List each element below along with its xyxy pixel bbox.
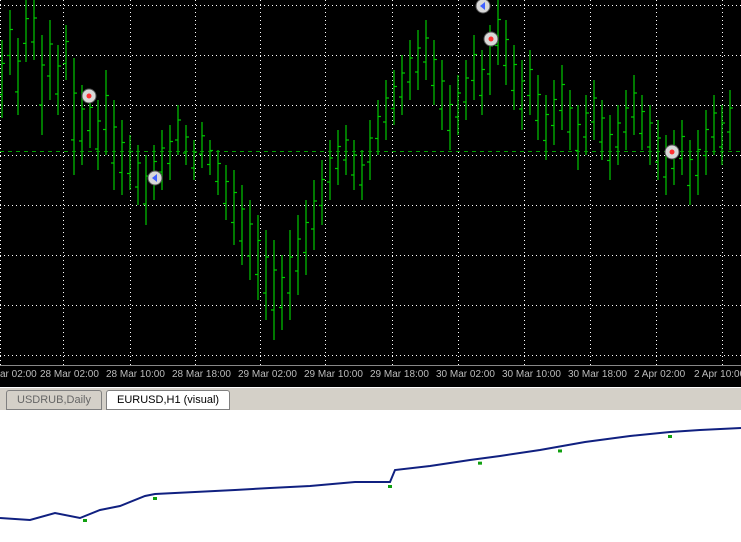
trade-marker-3: [476, 0, 490, 13]
time-axis-label: 29 Mar 18:00: [370, 369, 429, 380]
time-axis-label: 2 Apr 10:00: [694, 369, 741, 380]
trade-marker-2: [148, 171, 162, 185]
tab-eurusd-h1-visual[interactable]: EURUSD,H1 (visual): [106, 390, 230, 410]
equity-chart[interactable]: [0, 410, 741, 542]
price-chart[interactable]: [0, 0, 741, 365]
equity-chart-svg: [0, 410, 741, 542]
equity-marker: [668, 435, 672, 438]
trade-marker-4: [484, 32, 498, 46]
time-axis-label: 30 Mar 10:00: [502, 369, 561, 380]
tab-usdrub-daily[interactable]: USDRUB,Daily: [6, 390, 102, 410]
time-axis-label: 28 Mar 18:00: [172, 369, 231, 380]
time-axis-label: 2 Apr 02:00: [634, 369, 685, 380]
equity-marker: [83, 519, 87, 522]
time-axis-label: ar 02:00: [0, 369, 37, 380]
trade-marker-5: [665, 145, 679, 159]
time-axis: ar 02:0028 Mar 02:00 28 Mar 10:00 28 Mar 1…: [0, 365, 741, 388]
chart-tabs-bar: USDRUB,DailyEURUSD,H1 (visual): [0, 387, 741, 412]
time-axis-label: 28 Mar 10:00: [106, 369, 165, 380]
trade-marker-1: [82, 89, 96, 103]
time-axis-label: 30 Mar 18:00: [568, 369, 627, 380]
price-chart-svg: [0, 0, 741, 365]
time-axis-label: 29 Mar 02:00: [238, 369, 297, 380]
equity-marker: [558, 449, 562, 452]
equity-marker: [153, 497, 157, 500]
equity-marker: [388, 485, 392, 488]
time-axis-label: 29 Mar 10:00: [304, 369, 363, 380]
time-axis-label: 28 Mar 02:00: [40, 369, 99, 380]
equity-marker: [478, 462, 482, 465]
time-axis-label: 30 Mar 02:00: [436, 369, 495, 380]
